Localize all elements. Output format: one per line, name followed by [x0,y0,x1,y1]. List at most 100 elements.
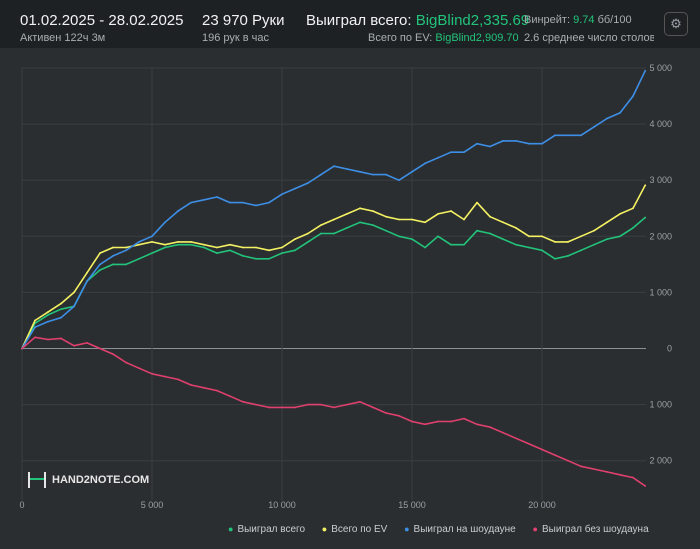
data-point [190,384,192,386]
x-axis: 0 5 000 10 000 15 000 20 000 [19,500,555,510]
data-point [398,235,400,238]
data-point [112,263,114,266]
avg-tables: 2.6 среднее число столов [524,32,654,44]
data-point [112,255,114,257]
y-tick-label: 1 000 [649,400,672,410]
y-tick-label: 2 000 [649,456,672,466]
data-point [424,221,426,224]
data-point [177,241,179,243]
data-point [359,170,361,173]
data-point [138,241,140,243]
data-point [242,201,244,204]
ev-total: Всего по EV: BigBlind2,909.70 [368,32,519,44]
y-tick-label: 0 [667,344,672,354]
data-point [60,337,62,340]
series-line-no-showdown [21,336,646,487]
data-point [528,246,530,249]
data-point [138,257,140,260]
data-point [424,246,426,249]
chart-grid [21,67,646,500]
data-point [644,485,647,487]
x-tick-label: 15 000 [398,500,426,510]
data-point [47,311,49,313]
data-point [644,184,647,187]
data-point [411,170,413,173]
data-point [554,257,556,260]
data-point [619,473,621,476]
data-point [437,235,439,238]
data-point [567,255,569,257]
data-point [346,403,348,406]
data-point [372,224,374,226]
data-point [346,168,348,170]
data-point [580,465,582,468]
data-point [619,111,621,114]
data-point [99,347,101,350]
data-point [164,246,166,249]
data-point [190,243,192,246]
x-tick-label: 0 [19,500,24,510]
data-point [632,95,634,97]
data-point [398,414,400,417]
data-point [489,145,491,148]
data-point [216,196,218,198]
y-tick-label: 1 000 [649,287,672,297]
data-point [86,280,88,283]
hand2note-logo: HAND2NOTE.COM [28,472,149,488]
data-point [125,246,127,249]
data-point [385,215,387,218]
data-point [138,243,140,246]
data-point [60,316,62,319]
total-won: Выиграл всего: BigBlind2,335.69 [306,12,529,29]
data-point [86,342,88,344]
data-point [463,417,465,420]
data-point [385,229,387,232]
data-point [268,406,270,409]
data-point [619,212,621,215]
data-point [21,347,23,350]
legend-label: Выиграл без шоудауна [541,524,649,535]
data-point [268,249,270,252]
data-point [294,187,296,190]
legend-item-ev[interactable]: ● Всего по EV [322,524,388,535]
data-point [255,246,257,249]
data-point [554,454,556,457]
data-point [424,423,426,426]
data-point [346,212,348,215]
legend-item-won[interactable]: ● Выиграл всего [228,524,305,535]
y-tick-label: 2 000 [649,231,672,241]
data-point [437,212,439,215]
data-point [528,142,530,145]
data-point [281,193,283,196]
data-point [541,249,543,252]
legend-label: Выиграл всего [237,524,306,535]
data-point [541,142,543,145]
data-point [242,255,244,257]
settings-button[interactable]: ⚙ [664,12,688,36]
data-point [593,468,595,471]
data-point [216,389,218,392]
data-point [463,243,465,246]
data-point [567,134,569,137]
data-point [268,257,270,260]
data-point [359,207,361,210]
legend-item-showdown[interactable]: ● Выиграл на шоудауне [404,524,516,535]
data-point [476,229,478,232]
data-point [255,403,257,406]
data-point [398,179,400,182]
data-point [307,182,309,184]
chart-legend: ● Выиграл всего ● Всего по EV ● Выиграл на … [228,524,663,535]
data-point [515,226,517,229]
data-point [515,243,517,246]
data-point [177,378,179,381]
legend-item-no-showdown[interactable]: ● Выиграл без шоудауна [533,524,649,535]
data-point [151,235,153,238]
data-point [606,471,608,473]
data-point [567,241,569,243]
data-point [125,263,127,266]
data-point [554,241,556,243]
data-point [346,226,348,229]
total-won-value: BigBlind2,335.69 [415,12,530,29]
data-point [450,243,452,246]
